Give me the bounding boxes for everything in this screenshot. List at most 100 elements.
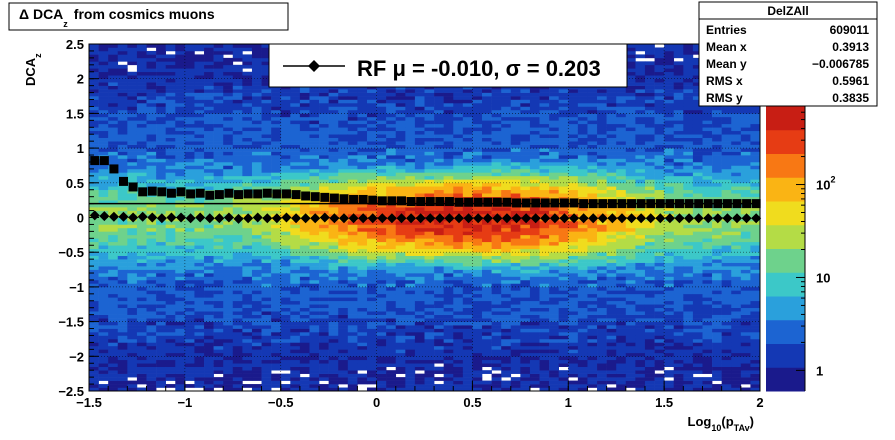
heatmap-cell (213, 283, 224, 288)
heatmap-cell (319, 102, 329, 107)
heatmap-cell (165, 96, 176, 100)
heatmap-cell (146, 89, 157, 93)
heatmap-cell (242, 144, 253, 149)
heatmap-cell (290, 120, 301, 125)
heatmap-cell (261, 179, 272, 184)
heatmap-cell (299, 273, 310, 277)
heatmap-cell (290, 141, 301, 145)
heatmap-cell (319, 248, 329, 253)
heatmap-cell (175, 113, 186, 118)
heatmap-cell (213, 89, 224, 93)
heatmap-cell (395, 203, 406, 208)
heatmap-cell (242, 366, 253, 371)
heatmap-cell (529, 231, 540, 236)
heatmap-cell (549, 356, 559, 361)
heatmap-cell (184, 363, 195, 368)
heatmap-cell (136, 120, 147, 125)
heatmap-cell (165, 137, 176, 142)
heatmap-cell (242, 148, 253, 152)
heatmap-cell (376, 318, 387, 322)
heatmap-cell (376, 210, 387, 215)
heatmap-cell (462, 241, 473, 246)
heatmap-cell (366, 158, 377, 163)
heatmap-cell (309, 102, 320, 107)
heatmap-cell (520, 224, 531, 229)
heatmap-cell (117, 92, 128, 97)
heatmap-cell (338, 85, 349, 90)
heatmap-cell (462, 283, 473, 288)
heatmap-cell (357, 165, 368, 170)
heatmap-cell (127, 92, 138, 97)
heatmap-cell (299, 231, 310, 236)
heatmap-cell (117, 238, 128, 243)
heatmap-cell (482, 137, 492, 142)
heatmap-cell (213, 155, 224, 159)
heatmap-cell (414, 328, 425, 333)
heatmap-cell (357, 293, 368, 298)
heatmap-cell (424, 279, 435, 284)
heatmap-cell (290, 328, 301, 333)
heatmap-cell (366, 276, 377, 281)
heatmap-cell (482, 158, 492, 163)
heatmap-cell (194, 356, 205, 361)
heatmap-cell (309, 387, 320, 392)
heatmap-cell (261, 148, 272, 152)
heatmap-cell (472, 137, 483, 142)
heatmap-cell (453, 318, 464, 322)
heatmap-cell (136, 75, 147, 79)
heatmap-cell (309, 175, 320, 180)
heatmap-cell (338, 120, 349, 125)
heatmap-cell (261, 168, 272, 173)
heatmap-cell (299, 311, 310, 315)
heatmap-cell (146, 196, 157, 201)
heatmap-cell (568, 252, 579, 256)
heatmap-cell (549, 113, 559, 118)
heatmap-cell (366, 231, 377, 236)
heatmap-cell (319, 290, 329, 295)
heatmap-cell (242, 332, 253, 336)
heatmap-cell (280, 276, 291, 281)
heatmap-cell (261, 196, 272, 201)
heatmap-cell (510, 293, 521, 298)
heatmap-cell (549, 266, 559, 270)
heatmap-cell (510, 370, 521, 374)
heatmap-cell (472, 238, 483, 243)
heatmap-cell (443, 151, 454, 156)
heatmap-cell (309, 141, 320, 145)
heatmap-cell (89, 182, 99, 187)
heatmap-cell (89, 227, 99, 232)
heatmap-cell (501, 141, 512, 145)
heatmap-cell (328, 134, 339, 138)
heatmap-cell (136, 248, 147, 253)
heatmap-cell (232, 380, 243, 385)
heatmap-cell (529, 241, 540, 246)
heatmap-cell (338, 290, 349, 295)
heatmap-cell (204, 120, 214, 125)
heatmap-cell (453, 325, 464, 329)
heatmap-cell (347, 123, 358, 128)
heatmap-cell (213, 359, 224, 364)
heatmap-cell (165, 332, 176, 336)
heatmap-cell (453, 276, 464, 281)
heatmap-cell (549, 155, 559, 159)
heatmap-cell (136, 168, 147, 173)
heatmap-cell (366, 290, 377, 295)
heatmap-cell (386, 130, 397, 135)
heatmap-cell (328, 231, 339, 236)
heatmap-cell (472, 370, 483, 374)
heatmap-cell (309, 137, 320, 142)
heatmap-cell (319, 321, 329, 326)
heatmap-cell (568, 168, 579, 173)
heatmap-cell (213, 335, 224, 340)
heatmap-cell (376, 85, 387, 90)
heatmap-cell (108, 332, 119, 336)
heatmap-cell (414, 252, 425, 256)
heatmap-cell (453, 144, 464, 149)
heatmap-cell (89, 165, 99, 170)
heatmap-cell (108, 127, 119, 132)
heatmap-cell (357, 186, 368, 191)
heatmap-cell (89, 349, 99, 354)
heatmap-cell (146, 352, 157, 357)
heatmap-cell (299, 279, 310, 284)
heatmap-cell (271, 363, 282, 368)
